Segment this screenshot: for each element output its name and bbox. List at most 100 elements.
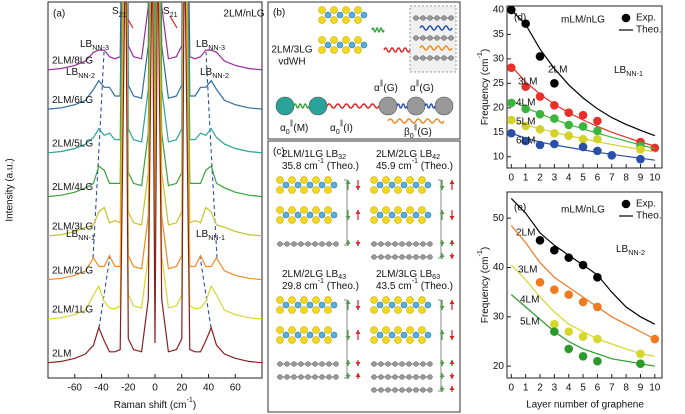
series-label: 2LM/6LG (52, 95, 93, 106)
atom-mo (376, 181, 384, 189)
atom-c (427, 35, 433, 41)
cell-frequency-part: (Theo.) (324, 161, 359, 172)
series-label: 2LM (548, 65, 567, 76)
annotation-part: 21 (119, 10, 127, 19)
atom-s (382, 216, 390, 224)
mode-arrow-head (449, 216, 455, 220)
atom-mo (348, 11, 356, 19)
data-point (535, 109, 545, 119)
annotation-part: LB (614, 65, 627, 76)
atom-c (420, 35, 426, 41)
cell-frequency: 35.8 cm-1 (Theo.) (282, 156, 359, 172)
data-point (564, 344, 574, 354)
atom-c (399, 374, 405, 380)
atom-s (300, 186, 308, 194)
cell-frequency-part: 29.8 cm (282, 281, 318, 292)
data-point (578, 122, 588, 131)
atom-s (354, 36, 362, 44)
cell-frequency-part: -1 (318, 276, 324, 285)
atom-c (413, 55, 419, 61)
data-point (521, 104, 530, 114)
atom-c (333, 361, 339, 367)
x-tick-label: -20 (121, 383, 136, 394)
mode-arrow-head (345, 180, 351, 184)
atom-c (291, 361, 297, 367)
atom-s (382, 296, 390, 304)
x-tick-label: 6 (595, 173, 601, 184)
atom-c (392, 254, 398, 260)
cell-title-part: 42 (432, 152, 440, 161)
data-point (593, 273, 602, 282)
atom-c (427, 15, 433, 21)
atom-s (394, 296, 402, 304)
mode-arrow-head (345, 360, 351, 364)
data-point (578, 260, 588, 270)
data-point (550, 327, 559, 336)
series-label: 3LM (518, 77, 537, 88)
atom-mo (400, 211, 408, 219)
data-point (564, 108, 574, 117)
diagram-title: 2LM/3LG (271, 45, 312, 56)
chain-mass (275, 96, 295, 116)
y-tick-label: 20 (493, 102, 505, 113)
cell-frequency-part: 35.8 cm (282, 161, 318, 172)
atom-c (378, 254, 384, 260)
cell-frequency-part: 45.9 cm (376, 161, 412, 172)
atom-s (406, 336, 414, 344)
atom-mo (330, 331, 338, 339)
atom-c (385, 254, 391, 260)
cell-frequency: 45.9 cm-1 (Theo.) (376, 156, 453, 172)
spring-label-part: α (330, 123, 336, 134)
atom-s (288, 326, 296, 334)
y-axis-label-part: ) (480, 49, 491, 52)
atom-s (418, 186, 426, 194)
atom-mo (376, 211, 384, 219)
chart-title: 2LM/nLG (223, 9, 264, 20)
series-label: 2LM/3LG (52, 222, 93, 233)
atom-s (406, 206, 414, 214)
data-point (593, 126, 602, 136)
cell-title: 2LM/2LG LB43 (282, 269, 346, 281)
annotation-part: NN-2 (212, 71, 229, 80)
atom-s (342, 36, 350, 44)
atom-s (382, 336, 390, 344)
atom-c (420, 361, 426, 367)
annotation: S21 (163, 6, 178, 19)
atom-s (324, 186, 332, 194)
atom-s (394, 186, 402, 194)
atom-s (394, 326, 402, 334)
atom-mo (294, 211, 302, 219)
x-tick-label: 0 (509, 383, 515, 394)
cell-frequency-part: (Theo.) (418, 281, 453, 292)
data-point (593, 302, 602, 312)
atom-c (413, 374, 419, 380)
spring (326, 103, 380, 109)
spring (383, 47, 411, 53)
mode-arrow-head (439, 362, 445, 366)
panel-label: (b) (273, 8, 285, 19)
atom-mo (318, 301, 326, 309)
spring-label-part: ∥ (416, 78, 420, 87)
atom-s (406, 296, 414, 304)
spring (419, 25, 453, 31)
atom-c (413, 15, 419, 21)
atom-s (418, 306, 426, 314)
cell-title: 2LM/1LG LB32 (282, 149, 346, 161)
cell-title-part: 43 (338, 272, 346, 281)
x-tick-label: 3 (552, 173, 558, 184)
cell-frequency-part: -1 (318, 156, 324, 165)
atom-mo (306, 181, 314, 189)
annotation-part: LB (196, 39, 209, 50)
atom-s (324, 216, 332, 224)
atom-c (406, 374, 412, 380)
atom-s (370, 336, 378, 344)
atom-s (318, 36, 326, 44)
atom-c (406, 361, 412, 367)
bracket (344, 179, 348, 246)
atom-c (378, 241, 384, 247)
atom-c (413, 361, 419, 367)
atom-c (312, 241, 318, 247)
atom-c (441, 15, 447, 21)
atom-c (312, 361, 318, 367)
data-point (593, 134, 602, 144)
